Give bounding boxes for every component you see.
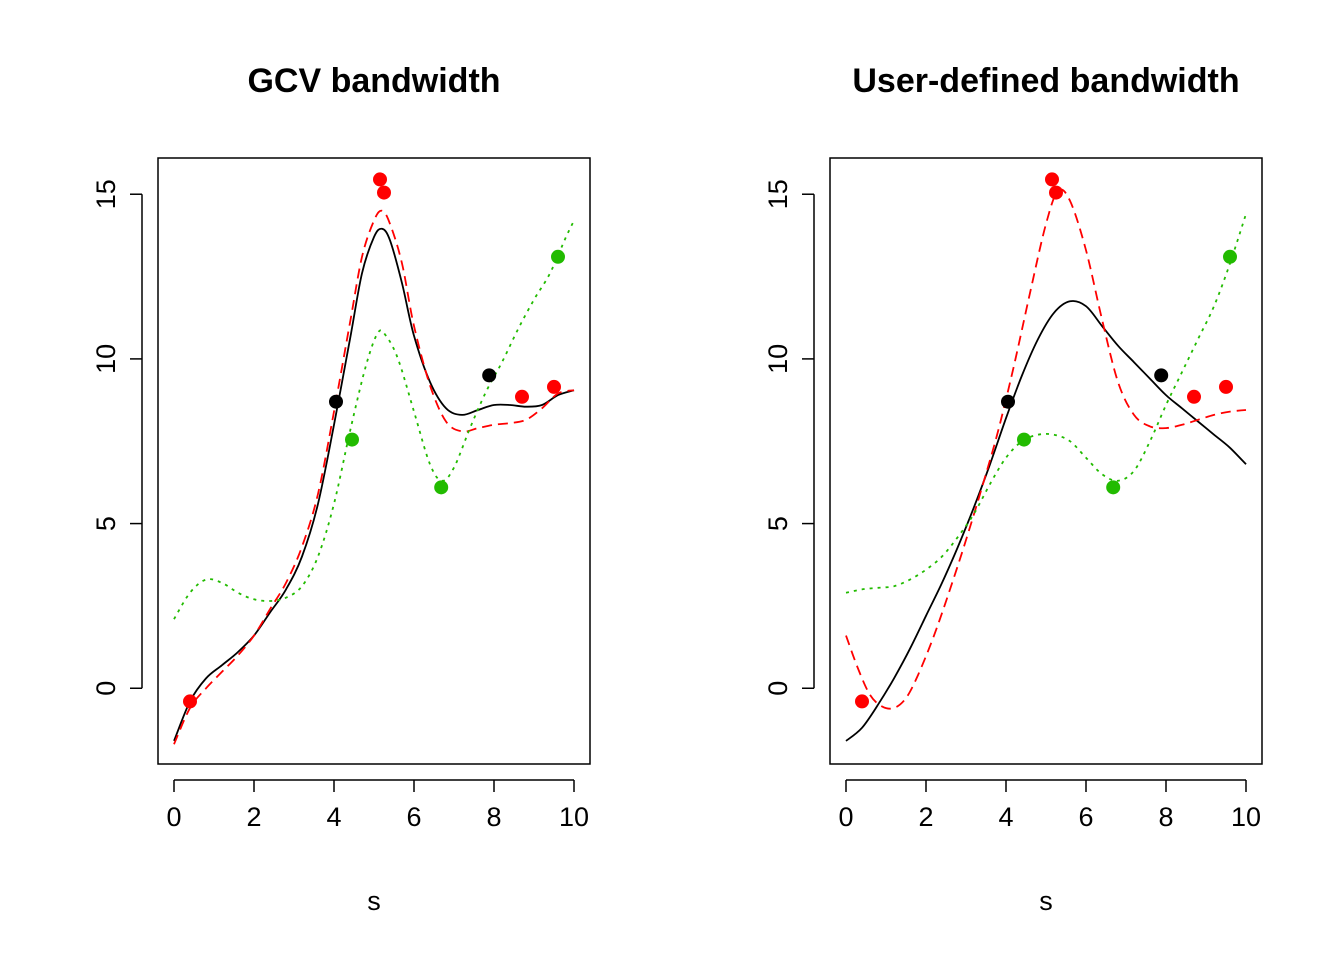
- x-tick-label: 2: [918, 802, 933, 832]
- panel-title: User-defined bandwidth: [852, 62, 1239, 100]
- data-point: [1017, 432, 1031, 447]
- y-tick-label: 15: [91, 179, 121, 209]
- data-point: [1223, 249, 1237, 264]
- x-tick-label: 10: [559, 802, 589, 832]
- data-point: [329, 394, 343, 409]
- data-point: [1154, 368, 1169, 383]
- x-tick-label: 0: [166, 802, 181, 832]
- data-point: [515, 389, 529, 404]
- panel-user-defined-bandwidth: User-defined bandwidth s 0 2 4 6 8 10 0 5 10 15: [763, 62, 1263, 916]
- data-point: [434, 480, 449, 495]
- series-line-dotted: [173, 220, 575, 620]
- data-point: [1049, 185, 1063, 200]
- y-tick-label: 0: [763, 681, 793, 696]
- plot-frame: [829, 157, 1263, 765]
- x-tick-label: 0: [838, 802, 853, 832]
- x-tick-label: 4: [998, 802, 1013, 832]
- data-point: [373, 172, 387, 187]
- panel-title: GCV bandwidth: [247, 62, 500, 100]
- x-axis-label: s: [1039, 886, 1053, 916]
- data-point: [1001, 394, 1015, 409]
- y-tick-label: 10: [763, 344, 793, 374]
- data-point: [183, 694, 197, 709]
- data-point: [1219, 379, 1233, 394]
- plot-frame: [157, 157, 591, 765]
- x-tick-label: 6: [1078, 802, 1093, 832]
- x-axis-label: s: [367, 886, 381, 916]
- data-point: [551, 249, 565, 264]
- x-tick-label: 6: [406, 802, 421, 832]
- y-tick-label: 10: [91, 344, 121, 374]
- data-point: [547, 379, 561, 394]
- series-line-dotted: [845, 213, 1247, 594]
- y-tick-label: 15: [763, 179, 793, 209]
- series-line-solid: [173, 227, 575, 742]
- y-tick-label: 5: [91, 516, 121, 531]
- data-point: [1187, 389, 1201, 404]
- x-tick-label: 4: [326, 802, 341, 832]
- series-line-dashed: [845, 188, 1247, 710]
- y-tick-label: 5: [763, 516, 793, 531]
- x-tick-label: 2: [246, 802, 261, 832]
- x-tick-label: 8: [1158, 802, 1173, 832]
- data-point: [1045, 172, 1059, 187]
- y-tick-label: 0: [91, 681, 121, 696]
- series-line-dashed: [173, 209, 575, 745]
- series-line-solid: [845, 300, 1247, 742]
- data-point: [1106, 480, 1121, 495]
- data-point: [855, 694, 869, 709]
- data-point: [482, 368, 497, 383]
- data-point: [345, 432, 359, 447]
- panel-gcv-bandwidth: GCV bandwidth s 0 2 4 6 8 10 0 5 10 15: [91, 62, 591, 916]
- x-tick-label: 8: [486, 802, 501, 832]
- data-point: [377, 185, 391, 200]
- x-tick-label: 10: [1231, 802, 1261, 832]
